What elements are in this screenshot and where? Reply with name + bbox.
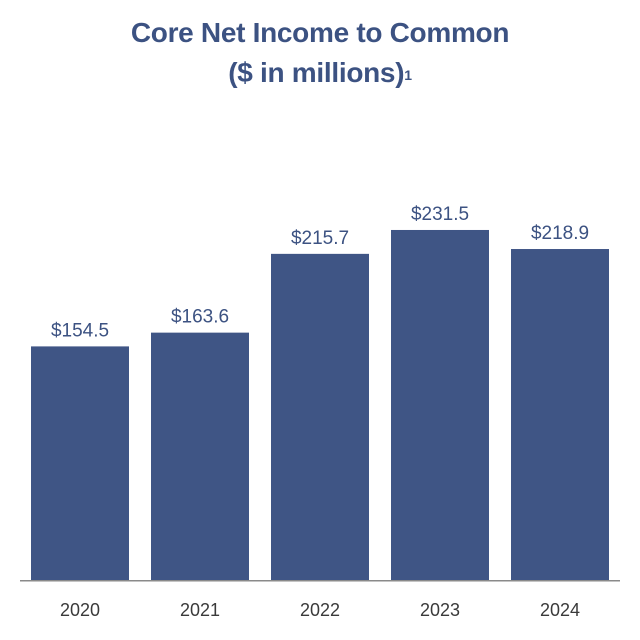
- value-label-2021: $163.6: [171, 307, 229, 328]
- bar-2022: [271, 253, 369, 580]
- category-labels-group: 2020 2021 2022 2023 2024: [60, 600, 580, 620]
- value-labels-group: $154.5 $163.6 $215.7 $231.5 $218.9: [51, 204, 589, 341]
- bar-2021: [151, 332, 249, 580]
- value-label-2022: $215.7: [291, 228, 349, 249]
- chart-subtitle: ($ in millions): [228, 57, 405, 88]
- category-label-2023: 2023: [420, 600, 460, 620]
- footnote-marker: 1: [404, 67, 412, 83]
- category-label-2020: 2020: [60, 600, 100, 620]
- value-label-2024: $218.9: [531, 223, 589, 244]
- bars-group: [31, 229, 609, 581]
- bar-2024: [511, 249, 609, 580]
- category-label-2024: 2024: [540, 600, 580, 620]
- bar-2020: [31, 346, 129, 580]
- chart-subtitle-line: ($ in millions)1: [0, 56, 640, 90]
- category-label-2022: 2022: [300, 600, 340, 620]
- category-label-2021: 2021: [180, 600, 220, 620]
- value-label-2020: $154.5: [51, 320, 109, 341]
- value-label-2023: $231.5: [411, 204, 469, 225]
- chart-title: Core Net Income to Common: [130, 17, 510, 48]
- bar-2023: [391, 229, 489, 581]
